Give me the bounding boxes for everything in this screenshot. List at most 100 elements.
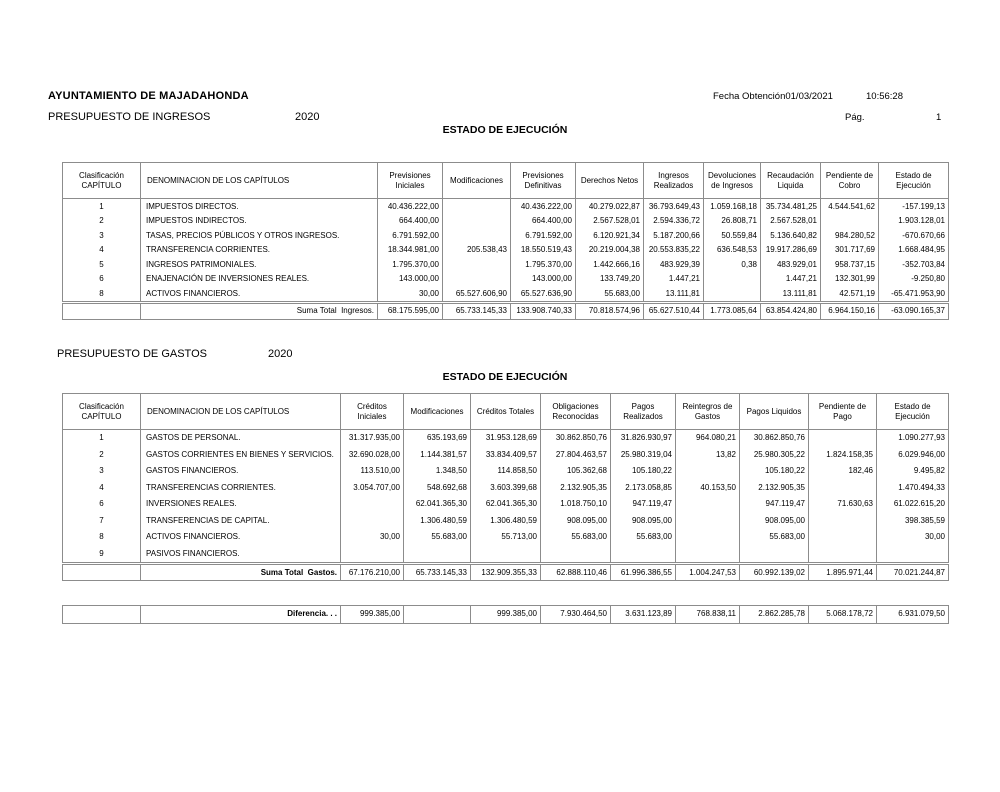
- table-cell: 3.631.123,89: [610, 605, 676, 623]
- table-row: 4 TRANSFERENCIAS CORRIENTES. 3.054.707,00 5…: [62, 479, 949, 496]
- table-cell: 71.630,63: [808, 496, 877, 513]
- table-cell: 1.447,21: [760, 271, 821, 286]
- table-row: 7 TRANSFERENCIAS DE CAPITAL. 1.306.480,59 1…: [62, 512, 949, 529]
- table-cell: 31.317.935,00: [340, 429, 404, 447]
- table-cell: 1.795.370,00: [377, 257, 443, 272]
- table-cell: 1.795.370,00: [510, 257, 576, 272]
- table-row: 2 GASTOS CORRIENTES EN BIENES Y SERVICIOS…: [62, 446, 949, 463]
- table-cell: 25.980.305,22: [739, 446, 809, 463]
- table-cell: 664.400,00: [510, 213, 576, 228]
- table-cell: IMPUESTOS DIRECTOS.: [140, 198, 378, 214]
- table-cell: GASTOS FINANCIEROS.: [140, 463, 341, 480]
- table-cell: 1.442.666,16: [575, 257, 644, 272]
- table-cell: [442, 228, 511, 243]
- table-cell: TRANSFERENCIAS DE CAPITAL.: [140, 512, 341, 529]
- table-cell: 908.095,00: [739, 512, 809, 529]
- table-cell: 1.447,21: [643, 271, 704, 286]
- table-cell: 7.930.464,50: [540, 605, 611, 623]
- table-cell: [62, 605, 141, 623]
- table-cell: 4.544.541,62: [820, 198, 879, 214]
- table-cell: 33.834.409,57: [470, 446, 541, 463]
- table-cell: 1: [62, 198, 141, 214]
- table-cell: -9.250,80: [878, 271, 949, 286]
- table-cell: 182,46: [808, 463, 877, 480]
- table-cell: [703, 286, 761, 302]
- ingresos-total-label: Suma Total Ingresos.: [140, 300, 378, 319]
- table-cell: 947.119,47: [739, 496, 809, 513]
- table-row: 6 INVERSIONES REALES. 62.041.365,30 62.041.…: [62, 496, 949, 513]
- table-cell: ACTIVOS FINANCIEROS.: [140, 286, 378, 302]
- table-cell: [808, 545, 877, 564]
- table-cell: 26.808,71: [703, 213, 761, 228]
- table-cell: [62, 562, 141, 581]
- table-cell: 1.306.480,59: [470, 512, 541, 529]
- table-cell: 9: [62, 545, 141, 564]
- table-cell: 1.668.484,95: [878, 242, 949, 257]
- table-cell: 40.436.222,00: [510, 198, 576, 214]
- ingresos-table: Clasificación CAPÍTULO DENOMINACION DE L…: [62, 162, 949, 320]
- diferencia-row: Diferencia. . . 999.385,00 999.385,00 7.…: [62, 605, 949, 623]
- table-cell: 61.996.386,55: [610, 562, 676, 581]
- table-cell: 5.136.640,82: [760, 228, 821, 243]
- table-cell: 9.495,82: [876, 463, 949, 480]
- table-cell: [442, 271, 511, 286]
- table-cell: 31.953.128,69: [470, 429, 541, 447]
- table-cell: 664.400,00: [377, 213, 443, 228]
- table-cell: 1.004.247,53: [675, 562, 740, 581]
- table-cell: 40.436.222,00: [377, 198, 443, 214]
- table-cell: 13.111,81: [760, 286, 821, 302]
- table-cell: GASTOS CORRIENTES EN BIENES Y SERVICIOS.: [140, 446, 341, 463]
- table-cell: 5.068.178,72: [808, 605, 877, 623]
- fecha-obtencion-label: Fecha Obtención: [713, 91, 786, 102]
- column-header: Estado de Ejecución: [878, 162, 949, 199]
- table-cell: 1.773.085,64: [703, 300, 761, 319]
- table-cell: TRANSFERENCIA CORRIENTES.: [140, 242, 378, 257]
- table-cell: 548.692,68: [403, 479, 471, 496]
- table-cell: 68.175.595,00: [377, 300, 443, 319]
- table-cell: 958.737,15: [820, 257, 879, 272]
- table-cell: [675, 463, 740, 480]
- table-cell: [675, 529, 740, 546]
- table-cell: 5.187.200,66: [643, 228, 704, 243]
- table-cell: 133.749,20: [575, 271, 644, 286]
- table-cell: [442, 198, 511, 214]
- table-cell: 18.550.519,43: [510, 242, 576, 257]
- table-cell: 6.029.946,00: [876, 446, 949, 463]
- column-header: Previsiones Definitivas: [510, 162, 576, 199]
- table-cell: 984.280,52: [820, 228, 879, 243]
- table-cell: 5: [62, 257, 141, 272]
- table-cell: 7: [62, 512, 141, 529]
- table-cell: 1.018.750,10: [540, 496, 611, 513]
- gastos-section-title: PRESUPUESTO DE GASTOS: [57, 348, 207, 360]
- ingresos-header-row: Clasificación CAPÍTULO DENOMINACION DE L…: [62, 162, 949, 199]
- column-header: Reintegros de Gastos: [675, 393, 740, 430]
- table-cell: 62.041.365,30: [403, 496, 471, 513]
- table-cell: 35.734.481,25: [760, 198, 821, 214]
- ingresos-year: 2020: [295, 111, 320, 123]
- table-cell: TASAS, PRECIOS PÚBLICOS Y OTROS INGRESOS…: [140, 228, 378, 243]
- table-cell: 1.824.158,35: [808, 446, 877, 463]
- table-cell: 908.095,00: [540, 512, 611, 529]
- table-row: 2 IMPUESTOS INDIRECTOS. 664.400,00 664.400,…: [62, 213, 949, 228]
- table-cell: 1.059.168,18: [703, 198, 761, 214]
- table-cell: 31.826.930,97: [610, 429, 676, 447]
- table-row: 5 INGRESOS PATRIMONIALES. 1.795.370,00 1.79…: [62, 257, 949, 272]
- ingresos-section-title: PRESUPUESTO DE INGRESOS: [48, 111, 211, 123]
- column-header: Recaudación Liquida: [760, 162, 821, 199]
- table-cell: ENAJENACIÓN DE INVERSIONES REALES.: [140, 271, 378, 286]
- table-row: 8 ACTIVOS FINANCIEROS. 30,00 55.683,00 55.71…: [62, 529, 949, 546]
- table-cell: 1.895.971,44: [808, 562, 877, 581]
- table-row: 4 TRANSFERENCIA CORRIENTES. 18.344.981,00 2…: [62, 242, 949, 257]
- table-cell: IMPUESTOS INDIRECTOS.: [140, 213, 378, 228]
- table-cell: 398.385,59: [876, 512, 949, 529]
- table-cell: 768.838,11: [675, 605, 740, 623]
- table-cell: 25.980.319,04: [610, 446, 676, 463]
- table-cell: 1.903.128,01: [878, 213, 949, 228]
- table-cell: 30,00: [876, 529, 949, 546]
- gastos-table: Clasificación CAPÍTULO DENOMINACION DE L…: [62, 393, 949, 581]
- table-cell: 8: [62, 286, 141, 302]
- table-cell: 6.791.592,00: [510, 228, 576, 243]
- column-header: DENOMINACION DE LOS CAPÍTULOS: [140, 162, 378, 199]
- gastos-header-row: Clasificación CAPÍTULO DENOMINACION DE L…: [62, 393, 949, 430]
